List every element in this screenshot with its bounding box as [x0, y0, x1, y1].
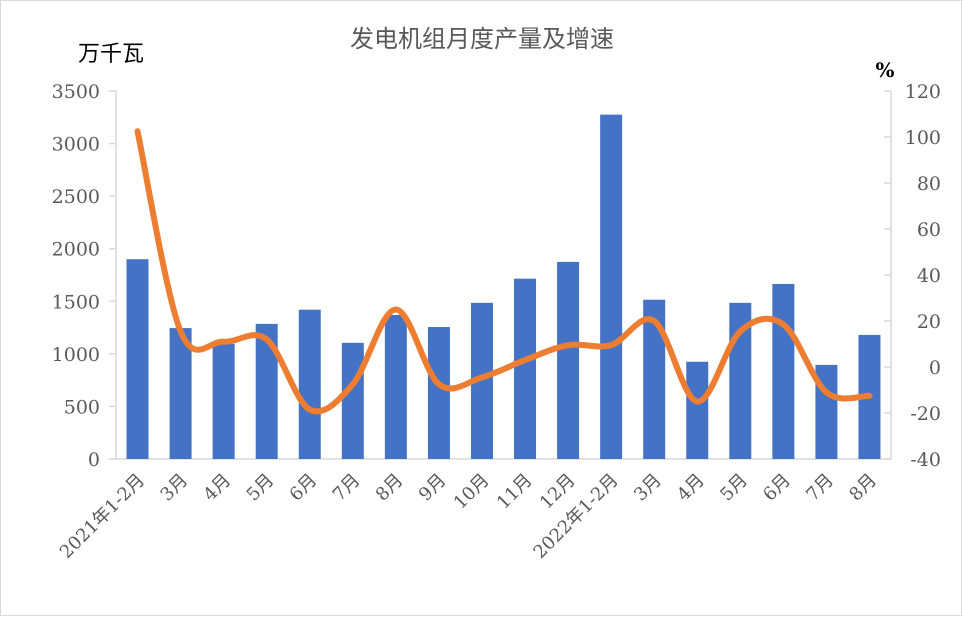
right-tick-label: 120: [905, 81, 941, 103]
chart-title: 发电机组月度产量及增速: [350, 25, 614, 53]
bar: [384, 314, 407, 459]
left-tick-label: 3500: [52, 81, 100, 103]
x-tick-label: 5月: [716, 470, 752, 506]
right-tick-label: -20: [910, 403, 941, 425]
left-tick-label: 2000: [52, 239, 100, 261]
right-axis-label: %: [875, 58, 894, 82]
x-tick-label: 4月: [673, 470, 709, 506]
right-tick-label: 20: [917, 311, 941, 333]
right-tick-label: 80: [917, 173, 941, 195]
bar: [427, 327, 450, 459]
growth-line: [134, 128, 873, 415]
x-tick-label: 5月: [243, 470, 279, 506]
x-tick-label: 3月: [156, 470, 192, 506]
left-tick-label: 0: [88, 449, 100, 471]
bar: [255, 323, 278, 459]
x-tick-label: 11月: [493, 470, 537, 514]
bar: [126, 259, 149, 459]
x-tick-label: 3月: [630, 470, 666, 506]
bar: [514, 278, 537, 459]
right-tick-label: -40: [910, 449, 941, 471]
left-tick-label: 1000: [52, 344, 100, 366]
x-tick-label: 4月: [199, 470, 235, 506]
left-axis-label: 万千瓦: [78, 42, 144, 67]
bar: [557, 261, 580, 459]
x-tick-label: 6月: [286, 470, 322, 506]
bar: [470, 302, 493, 459]
x-tick-label: 9月: [415, 470, 451, 506]
right-tick-label: 100: [905, 127, 941, 149]
bar: [686, 361, 709, 459]
x-tick-label: 6月: [759, 470, 795, 506]
right-tick-label: 60: [917, 219, 941, 241]
x-tick-label: 8月: [372, 470, 408, 506]
bar: [600, 114, 623, 460]
left-tick-label: 1500: [52, 291, 100, 313]
x-tick-label: 8月: [845, 470, 881, 506]
left-tick-label: 3000: [52, 134, 100, 156]
bar: [341, 342, 364, 459]
right-tick-label: 40: [917, 265, 941, 287]
bar: [643, 299, 666, 459]
x-tick-label: 2021年1-2月: [56, 470, 149, 563]
x-tick-label: 10月: [450, 470, 494, 514]
bar: [772, 283, 795, 459]
bar: [212, 343, 235, 459]
x-tick-label: 7月: [329, 470, 365, 506]
right-tick-label: 0: [929, 357, 941, 379]
left-tick-label: 2500: [52, 186, 100, 208]
bar: [169, 328, 192, 459]
left-tick-label: 500: [64, 396, 100, 418]
x-tick-label: 7月: [802, 470, 838, 506]
bar: [298, 309, 321, 459]
